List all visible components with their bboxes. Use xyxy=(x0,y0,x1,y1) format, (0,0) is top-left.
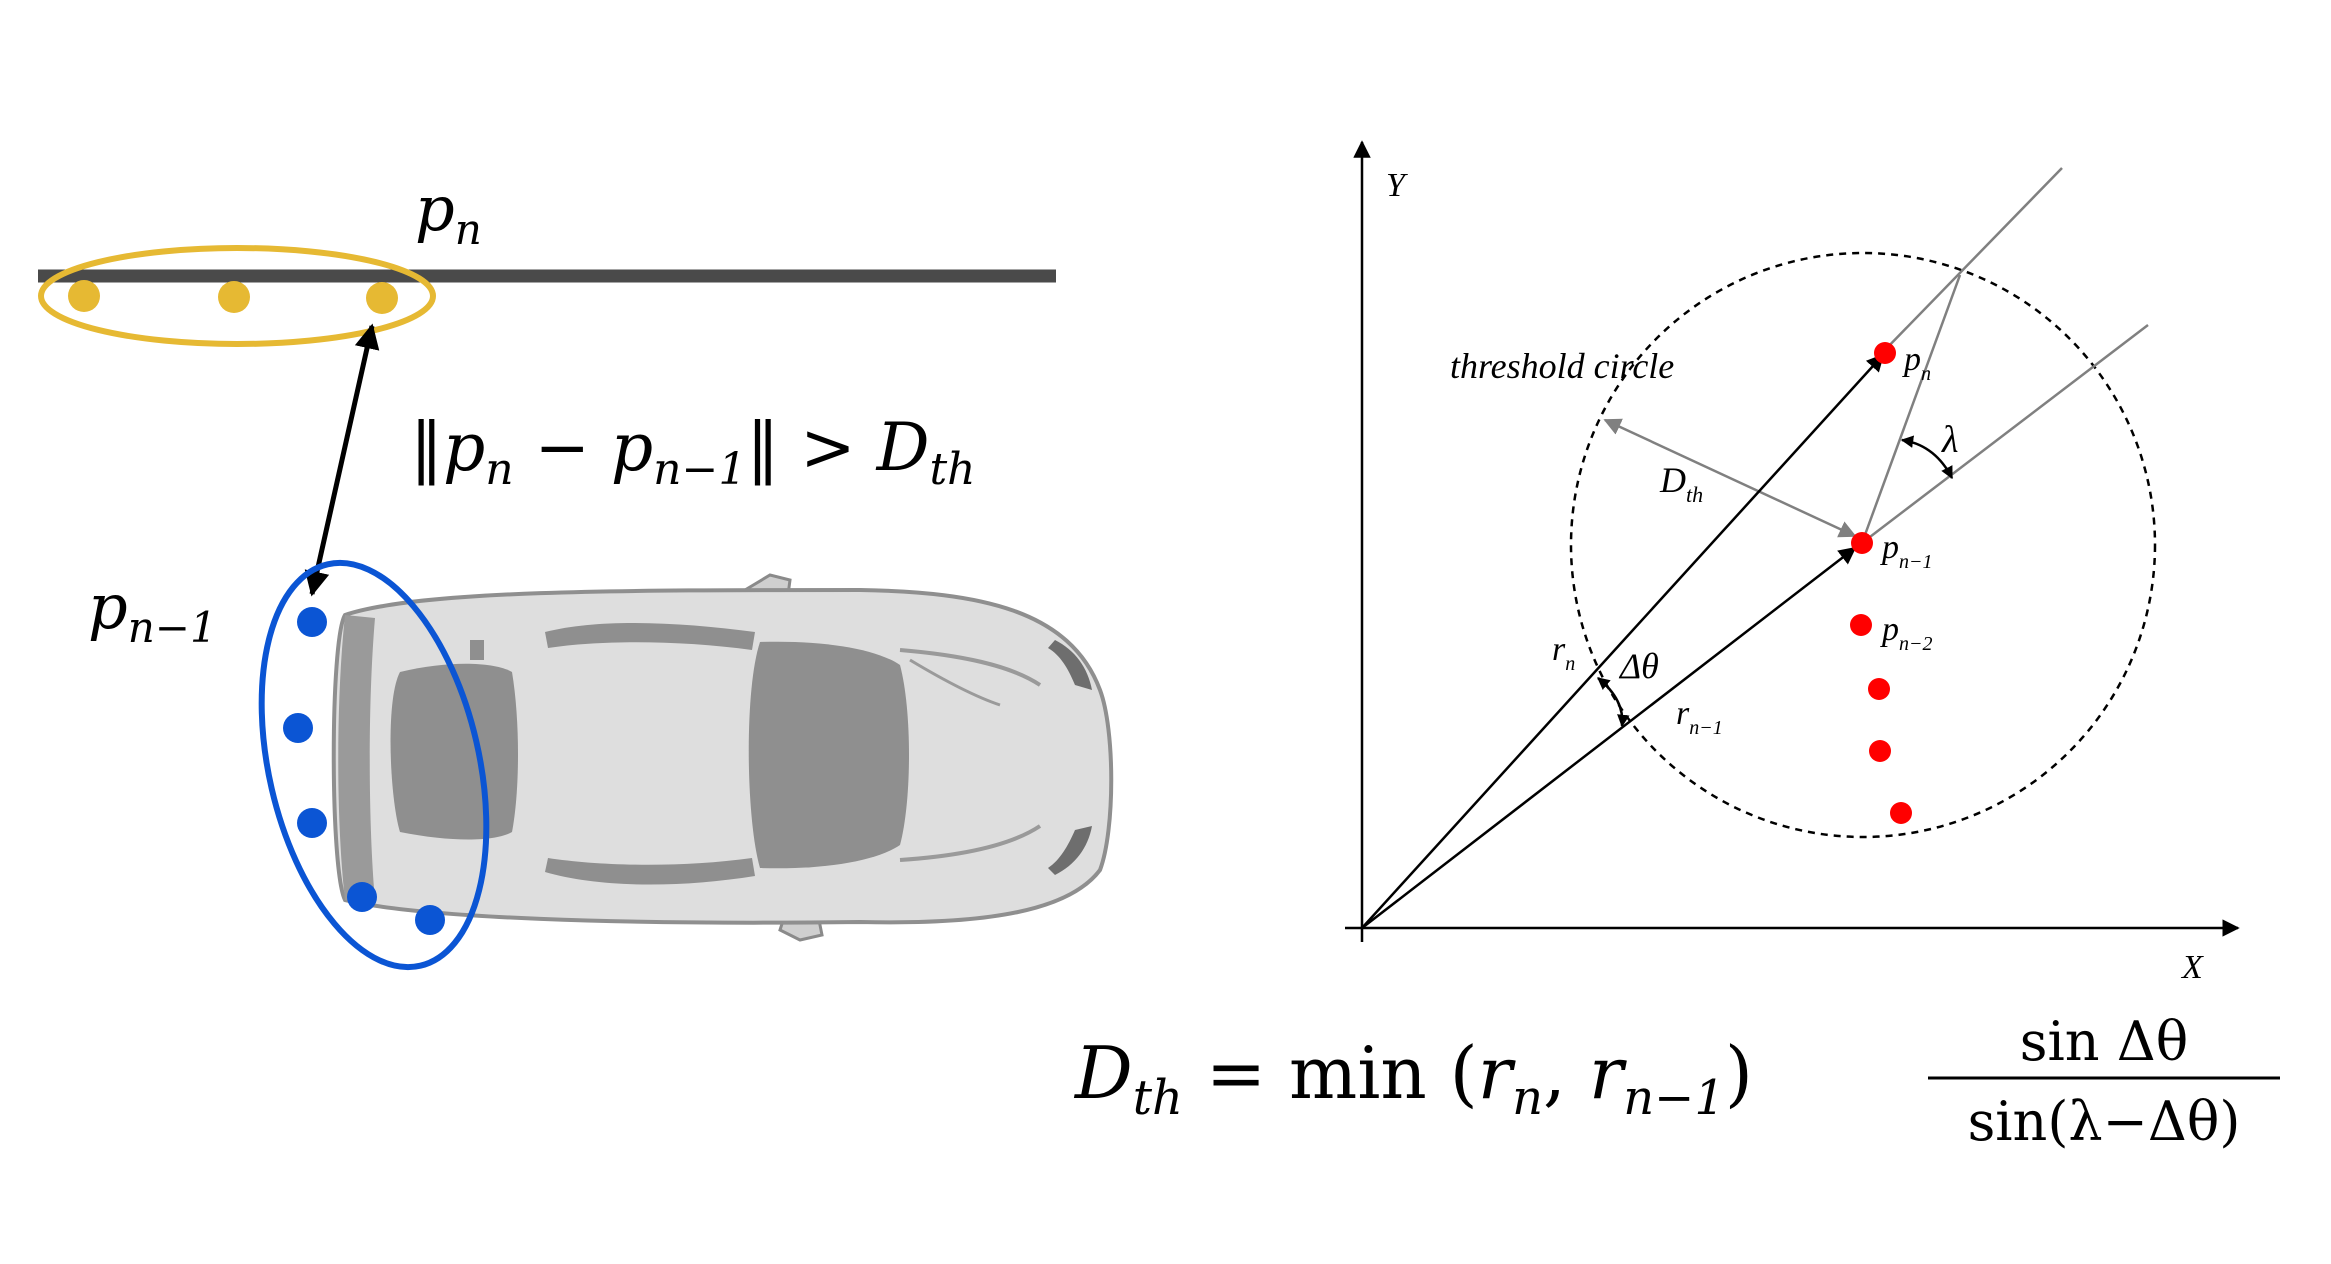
distance-condition: ‖pn − pn−1‖ > Dth xyxy=(410,409,976,495)
blue-cluster-ellipse xyxy=(258,559,490,971)
r-n-vector xyxy=(1361,353,1885,929)
yellow-point xyxy=(218,281,250,313)
car-icon xyxy=(331,573,1114,942)
trajectory-point xyxy=(1868,678,1890,700)
point-p-n-minus-1 xyxy=(1851,532,1873,554)
blue-point xyxy=(297,808,327,838)
threshold-circle-label: threshold circle xyxy=(1450,346,1674,386)
delta-theta-arc xyxy=(1597,677,1630,728)
lambda-arc xyxy=(1900,435,1954,480)
point-p-n xyxy=(1874,342,1896,364)
formula-numerator: sin Δθ xyxy=(2020,1010,2188,1073)
p-n-label: pn xyxy=(415,172,482,254)
yellow-point xyxy=(366,282,398,314)
p-n-point-label: pn xyxy=(1902,341,1931,385)
p-n-minus-1-label: pn−1 xyxy=(88,570,217,652)
yellow-cluster-ellipse xyxy=(38,245,436,347)
r-n-minus-1-vector xyxy=(1361,546,1857,929)
distance-arrow xyxy=(304,323,380,597)
blue-point xyxy=(283,713,313,743)
threshold-formula: Dth = min (rn, rn−1) sin Δθ sin(λ−Δθ) xyxy=(1073,1010,2280,1153)
delta-theta-label: Δθ xyxy=(1618,646,1659,686)
formula-lhs: Dth = min (rn, rn−1) xyxy=(1073,1031,1753,1126)
r-n-minus-1-label: rn−1 xyxy=(1676,695,1723,739)
direction-line xyxy=(1881,167,2063,354)
threshold-circle xyxy=(1569,251,2157,839)
p-n-minus-2-point-label: pn−2 xyxy=(1880,611,1933,655)
blue-point xyxy=(347,882,377,912)
point-p-n-minus-2 xyxy=(1850,614,1872,636)
d-th-arrow xyxy=(1603,418,1857,538)
lambda-label: λ xyxy=(1941,419,1958,461)
d-th-label: Dth xyxy=(1659,460,1703,507)
right-panel: Y X threshold circle Dth λ Δθ rn rn−1 xyxy=(1345,140,2240,986)
direction-line xyxy=(1861,324,2149,544)
trajectory-point xyxy=(1890,802,1912,824)
y-axis-label: Y xyxy=(1386,167,1408,204)
p-n-minus-1-point-label: pn−1 xyxy=(1880,529,1933,573)
trajectory-point xyxy=(1869,740,1891,762)
r-n-label: rn xyxy=(1552,631,1575,675)
left-panel: pn ‖pn − pn−1‖ > Dth pn−1 xyxy=(38,172,1114,971)
yellow-point xyxy=(68,280,100,312)
formula-denominator: sin(λ−Δθ) xyxy=(1968,1090,2241,1153)
connecting-line xyxy=(1860,274,1962,544)
blue-point xyxy=(297,607,327,637)
blue-point xyxy=(415,905,445,935)
x-axis-label: X xyxy=(2180,949,2204,986)
